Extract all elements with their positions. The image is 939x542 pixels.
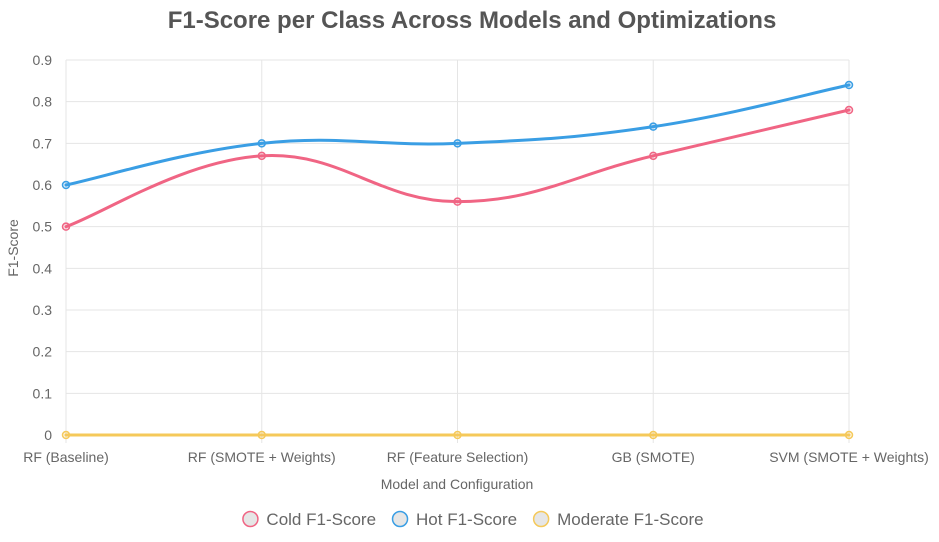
y-axis-ticks: 0 0.1 0.2 0.3 0.4 0.5 0.6 0.7 0.8 0.9	[33, 52, 53, 443]
data-point[interactable]	[257, 430, 266, 440]
data-point[interactable]	[649, 151, 658, 161]
legend-marker	[391, 510, 409, 528]
legend-marker	[242, 510, 259, 528]
data-point[interactable]	[257, 139, 266, 148]
y-tick-label: 0.5	[33, 219, 53, 235]
legend-item-cold-f1-score[interactable]: Cold F1-Score	[242, 510, 376, 529]
data-point[interactable]	[61, 222, 71, 231]
data-point[interactable]	[453, 430, 462, 440]
y-tick-label: 0.4	[33, 260, 53, 276]
grid	[65, 59, 850, 443]
x-tick-label: RF (SMOTE + Weights)	[188, 449, 336, 465]
data-point[interactable]	[61, 180, 71, 190]
y-tick-label: 0.1	[33, 385, 53, 401]
data-point[interactable]	[257, 151, 266, 161]
series-lines	[61, 80, 854, 440]
data-point[interactable]	[844, 105, 854, 115]
series-cold-f1-score	[61, 105, 854, 231]
data-point[interactable]	[453, 197, 462, 206]
x-tick-label: GB (SMOTE)	[612, 449, 695, 465]
legend-item-moderate-f1-score[interactable]: Moderate F1-Score	[532, 510, 704, 529]
y-tick-label: 0.6	[33, 177, 53, 193]
legend-label: Cold F1-Score	[266, 510, 376, 529]
data-point[interactable]	[61, 430, 71, 440]
data-point[interactable]	[844, 80, 854, 90]
x-tick-label: SVM (SMOTE + Weights)	[769, 449, 929, 465]
series-line-cold-f1-score	[64, 108, 851, 229]
x-axis-title: Model and Configuration	[381, 476, 534, 492]
y-axis-title: F1-Score	[5, 219, 21, 277]
data-point[interactable]	[844, 430, 854, 440]
y-tick-label: 0.3	[33, 302, 53, 318]
x-tick-label: RF (Baseline)	[23, 449, 109, 465]
legend-label: Moderate F1-Score	[557, 510, 703, 529]
legend-item-hot-f1-score[interactable]: Hot F1-Score	[391, 510, 518, 529]
chart-title: F1-Score per Class Across Models and Opt…	[168, 7, 777, 34]
x-axis-ticks: RF (Baseline) RF (SMOTE + Weights) RF (Fea…	[23, 449, 929, 465]
legend-marker	[532, 510, 550, 528]
series-hot-f1-score	[61, 80, 854, 190]
y-tick-label: 0.2	[33, 344, 53, 360]
series-moderate-f1-score	[61, 430, 854, 440]
y-tick-label: 0	[44, 427, 52, 443]
series-line-hot-f1-score	[64, 83, 851, 187]
data-point[interactable]	[649, 430, 658, 440]
legend: Cold F1-Score Hot F1-Score Moderate F1-Sco…	[242, 510, 704, 529]
data-point[interactable]	[649, 122, 658, 131]
data-point[interactable]	[453, 139, 462, 148]
y-tick-label: 0.7	[33, 135, 53, 151]
legend-label: Hot F1-Score	[416, 510, 517, 529]
y-tick-label: 0.8	[33, 94, 53, 110]
x-tick-label: RF (Feature Selection)	[387, 449, 529, 465]
y-tick-label: 0.9	[33, 52, 53, 68]
